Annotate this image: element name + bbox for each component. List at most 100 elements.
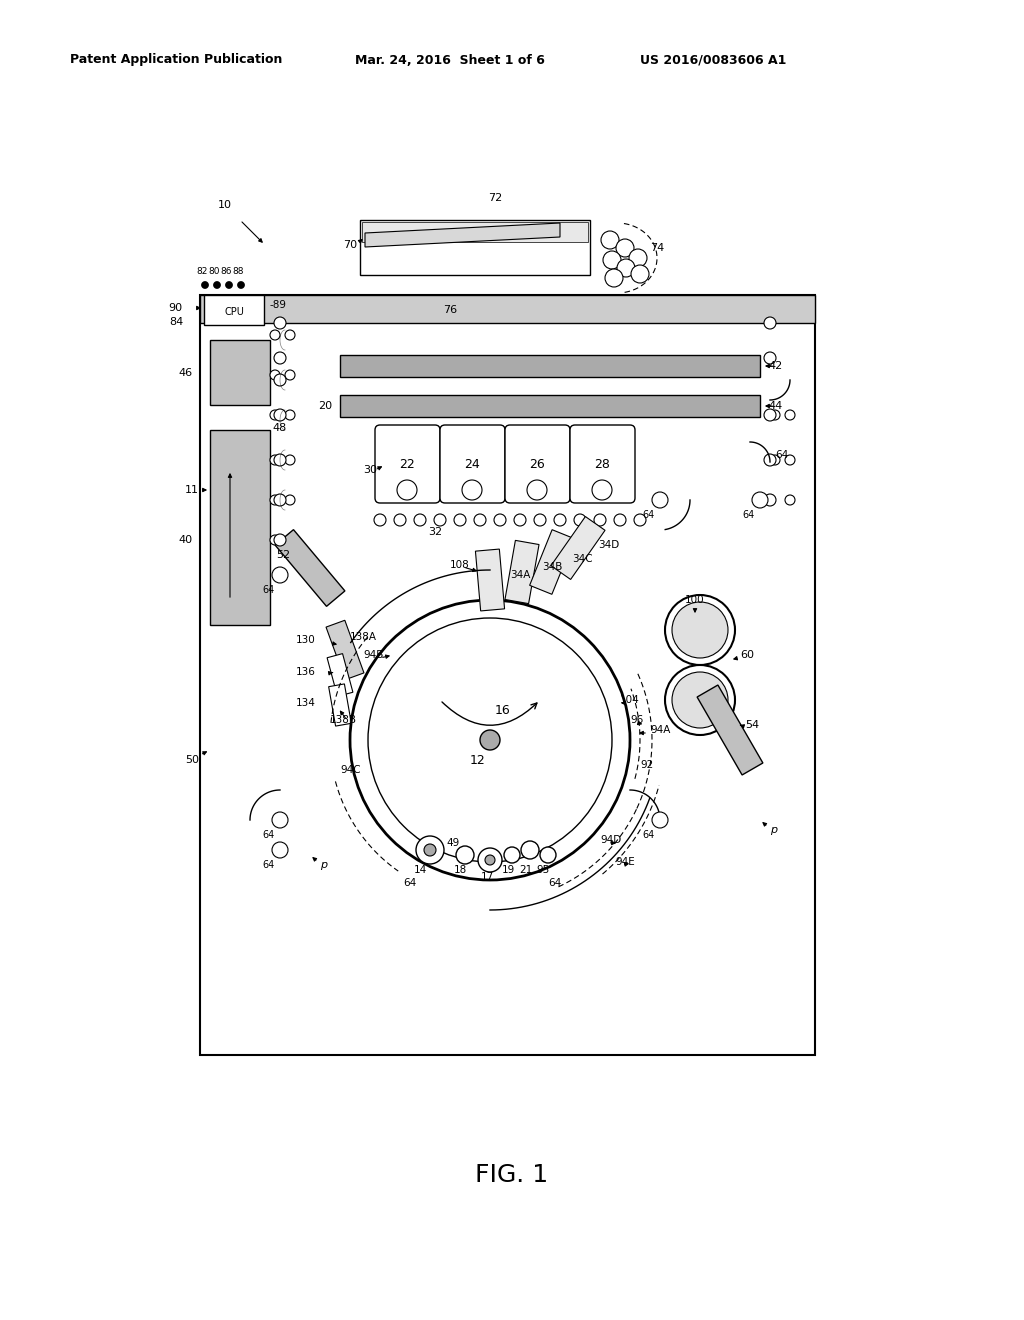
Circle shape: [285, 411, 295, 420]
Text: 64: 64: [262, 861, 274, 870]
Circle shape: [785, 455, 795, 465]
Circle shape: [521, 841, 539, 859]
Polygon shape: [505, 540, 539, 603]
Polygon shape: [275, 529, 345, 606]
Text: 138A: 138A: [350, 632, 377, 642]
Text: 44: 44: [768, 401, 782, 411]
Polygon shape: [327, 653, 353, 697]
Text: 34C: 34C: [572, 554, 593, 564]
Polygon shape: [475, 549, 505, 611]
Circle shape: [665, 665, 735, 735]
Text: 60: 60: [740, 649, 754, 660]
Circle shape: [770, 411, 780, 420]
Text: 48: 48: [272, 422, 287, 433]
Text: 64: 64: [262, 830, 274, 840]
Text: 24: 24: [464, 458, 480, 470]
Bar: [340, 395, 760, 417]
Text: 136: 136: [296, 667, 316, 677]
Circle shape: [270, 411, 280, 420]
Circle shape: [272, 842, 288, 858]
Circle shape: [434, 513, 446, 525]
Circle shape: [274, 374, 286, 385]
Circle shape: [594, 513, 606, 525]
Text: 30: 30: [362, 465, 377, 475]
Text: CPU: CPU: [224, 308, 244, 317]
Text: 94E: 94E: [615, 857, 635, 867]
Circle shape: [672, 602, 728, 657]
Circle shape: [424, 843, 436, 855]
Circle shape: [764, 494, 776, 506]
Circle shape: [454, 513, 466, 525]
Text: 138B: 138B: [330, 715, 357, 725]
Text: 10: 10: [218, 201, 232, 210]
Bar: [204, 294, 264, 325]
Polygon shape: [551, 516, 605, 579]
Circle shape: [494, 513, 506, 525]
Text: 28: 28: [594, 458, 610, 470]
Bar: [200, 294, 815, 323]
Circle shape: [274, 317, 286, 329]
Text: 46: 46: [179, 368, 193, 378]
Polygon shape: [329, 684, 351, 726]
Circle shape: [764, 352, 776, 364]
Text: 84: 84: [169, 317, 183, 327]
Circle shape: [614, 513, 626, 525]
Circle shape: [634, 513, 646, 525]
Text: 20: 20: [318, 401, 332, 411]
Text: 86: 86: [220, 268, 231, 276]
Circle shape: [652, 492, 668, 508]
Bar: [360, 220, 590, 275]
Circle shape: [274, 409, 286, 421]
Circle shape: [285, 370, 295, 380]
Text: 96: 96: [630, 715, 643, 725]
Text: 54: 54: [745, 719, 759, 730]
Text: p: p: [319, 861, 327, 870]
Circle shape: [274, 494, 286, 506]
Circle shape: [462, 480, 482, 500]
Bar: [362, 222, 588, 242]
Circle shape: [574, 513, 586, 525]
Circle shape: [629, 249, 647, 267]
Circle shape: [631, 265, 649, 282]
Circle shape: [285, 455, 295, 465]
FancyBboxPatch shape: [375, 425, 440, 503]
Text: 16: 16: [495, 704, 511, 717]
Text: 34B: 34B: [542, 562, 562, 572]
Text: 64: 64: [642, 830, 654, 840]
Text: 49: 49: [446, 838, 459, 847]
Text: 64: 64: [642, 510, 654, 520]
Circle shape: [285, 535, 295, 545]
Circle shape: [270, 370, 280, 380]
Circle shape: [285, 495, 295, 506]
Circle shape: [474, 513, 486, 525]
Circle shape: [270, 535, 280, 545]
Text: Mar. 24, 2016  Sheet 1 of 6: Mar. 24, 2016 Sheet 1 of 6: [355, 54, 545, 66]
Circle shape: [764, 454, 776, 466]
Circle shape: [752, 492, 768, 508]
Text: 94B: 94B: [362, 649, 383, 660]
Polygon shape: [697, 685, 763, 775]
Text: 40: 40: [179, 535, 193, 545]
Circle shape: [601, 231, 618, 249]
Text: p: p: [770, 825, 777, 836]
Circle shape: [274, 535, 286, 546]
Text: 22: 22: [399, 458, 415, 470]
Text: -89: -89: [270, 300, 287, 310]
Polygon shape: [365, 223, 560, 247]
Circle shape: [394, 513, 406, 525]
Circle shape: [456, 846, 474, 865]
Circle shape: [225, 281, 232, 289]
Circle shape: [414, 513, 426, 525]
Circle shape: [416, 836, 444, 865]
Circle shape: [270, 455, 280, 465]
Circle shape: [374, 513, 386, 525]
Text: 64: 64: [403, 878, 417, 888]
Polygon shape: [326, 620, 364, 680]
Circle shape: [592, 480, 612, 500]
Circle shape: [785, 495, 795, 506]
Text: 108: 108: [450, 560, 470, 570]
Text: 94C: 94C: [340, 766, 360, 775]
Circle shape: [274, 352, 286, 364]
Text: 134: 134: [296, 698, 316, 708]
Text: 90: 90: [168, 304, 182, 313]
